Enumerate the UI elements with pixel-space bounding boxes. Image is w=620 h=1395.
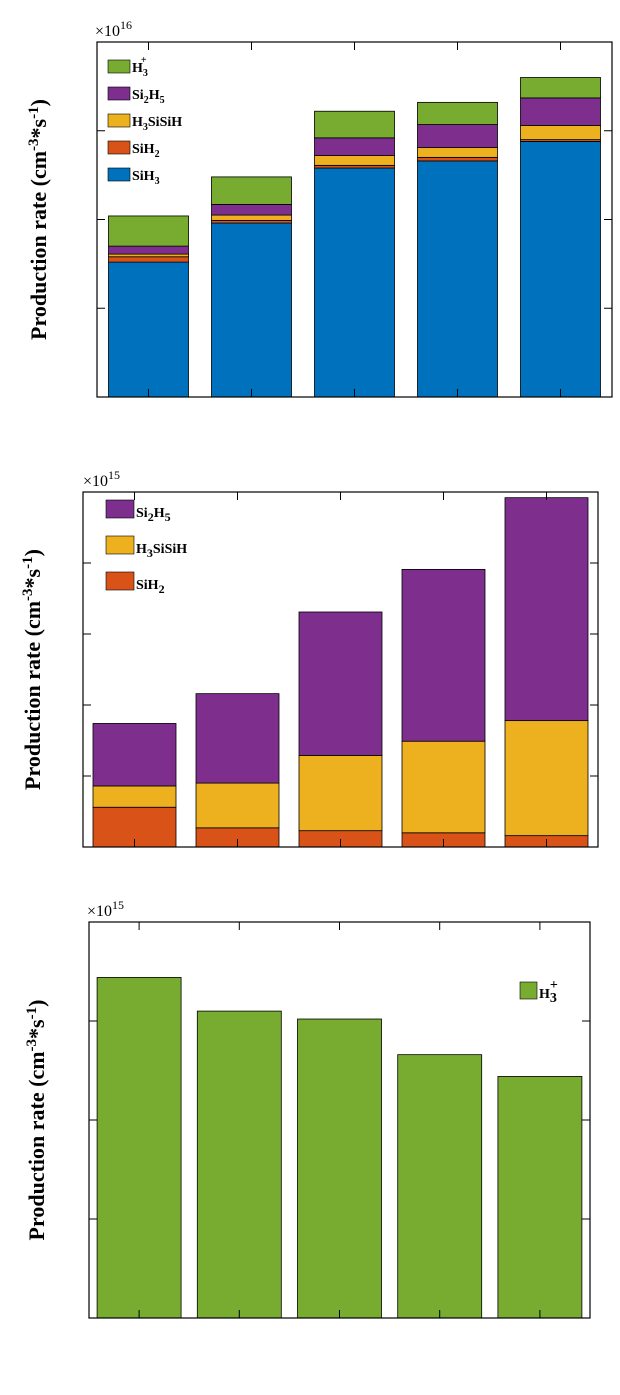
legend: H3+​ <box>519 978 558 1006</box>
bar-h3-10 <box>497 1076 583 1319</box>
bar-h3sisih-6 <box>314 155 395 166</box>
legend-label-sih2: SiH2​ <box>132 142 160 160</box>
bar-h3-4 <box>196 1010 282 1319</box>
bar-si2h5-4 <box>195 693 280 784</box>
chart-panel-b: ×1015 Production rate (cm-3*s-1) Si2​H5​ H3… <box>20 468 599 848</box>
bar-h3-2 <box>108 215 189 247</box>
bar-si2h5-6 <box>314 137 395 157</box>
legend-label-si2h5: Si2​H5​ <box>136 506 171 524</box>
bar-h3sisih-10 <box>520 125 601 141</box>
bar-sih3-8 <box>417 160 498 398</box>
axis-exponent: ×1015 <box>83 468 120 490</box>
bar-si2h5-8 <box>417 124 498 149</box>
bar-h3sisih-10 <box>504 720 589 837</box>
bar-h3-6 <box>314 110 395 139</box>
legend-swatch-h3 <box>107 59 131 74</box>
bar-h3-6 <box>297 1018 382 1319</box>
legend-swatch-h3sisih <box>107 113 131 128</box>
axis-exponent: ×1016 <box>95 18 132 40</box>
legend-label-h3sisih: H3​SiSiH <box>136 542 187 560</box>
bar-h3-2 <box>96 977 182 1319</box>
legend-label-si2h5: Si2​H5​ <box>132 88 165 106</box>
legend-swatch-sih2 <box>107 140 131 155</box>
bar-sih3-6 <box>314 167 395 398</box>
bar-si2h5-2 <box>92 723 177 787</box>
legend-swatch-sih2 <box>105 571 135 591</box>
legend-label-h3: H3+​ <box>132 55 148 79</box>
bar-h3-10 <box>520 77 601 99</box>
legend: Si2​H5​ H3​SiSiH SiH2​ <box>105 499 187 596</box>
bar-h3sisih-6 <box>298 755 383 832</box>
legend-swatch-h3 <box>519 981 538 1000</box>
bar-si2h5-6 <box>298 611 383 756</box>
bar-h3-8 <box>417 101 498 125</box>
bar-h3sisih-2 <box>92 785 177 808</box>
y-axis-title: Production rate (cm-3*s-1) <box>26 99 51 340</box>
bar-h3sisih-4 <box>211 214 292 221</box>
bar-h3sisih-4 <box>195 782 280 829</box>
bar-si2h5-10 <box>504 497 589 722</box>
bar-sih2-4 <box>211 219 292 224</box>
chart-panel-c: ×1015 Production rate (cm-3*s-1) H3+​ <box>24 898 591 1319</box>
bars-group <box>96 977 583 1319</box>
axis-exponent: ×1015 <box>87 898 124 920</box>
bar-sih2-2 <box>108 256 189 263</box>
legend-swatch-si2h5 <box>107 86 131 101</box>
bar-sih3-2 <box>108 261 189 398</box>
bar-h3-4 <box>211 176 292 205</box>
bar-sih3-4 <box>211 222 292 398</box>
chart-panel-a: ×1016 Production rate (cm-3*s-1) H3+​ Si2​H… <box>26 18 613 398</box>
bar-si2h5-2 <box>108 245 189 255</box>
bar-si2h5-8 <box>401 568 486 742</box>
legend-swatch-h3sisih <box>105 535 135 555</box>
bar-sih3-10 <box>520 140 601 398</box>
legend-label-h3sisih: H3​SiSiH <box>132 115 182 133</box>
bar-si2h5-10 <box>520 97 601 126</box>
bar-h3sisih-8 <box>401 740 486 834</box>
y-axis-title: Production rate (cm-3*s-1) <box>20 549 45 790</box>
bars-group <box>92 497 589 848</box>
legend-label-h3: H3+​ <box>539 978 558 1006</box>
bars-group <box>108 77 601 398</box>
legend-swatch-si2h5 <box>105 499 135 519</box>
legend-label-sih2: SiH2​ <box>136 578 165 596</box>
legend: H3+​ Si2​H5​ H3​SiSiH SiH2​ SiH3​ <box>107 55 182 187</box>
y-axis-title: Production rate (cm-3*s-1) <box>24 1000 49 1241</box>
legend-swatch-sih3 <box>107 167 131 182</box>
bar-sih2-8 <box>417 156 498 162</box>
bar-h3sisih-8 <box>417 147 498 158</box>
bar-h3-8 <box>397 1054 483 1319</box>
bar-si2h5-4 <box>211 204 292 216</box>
legend-label-sih3: SiH3​ <box>132 169 160 187</box>
